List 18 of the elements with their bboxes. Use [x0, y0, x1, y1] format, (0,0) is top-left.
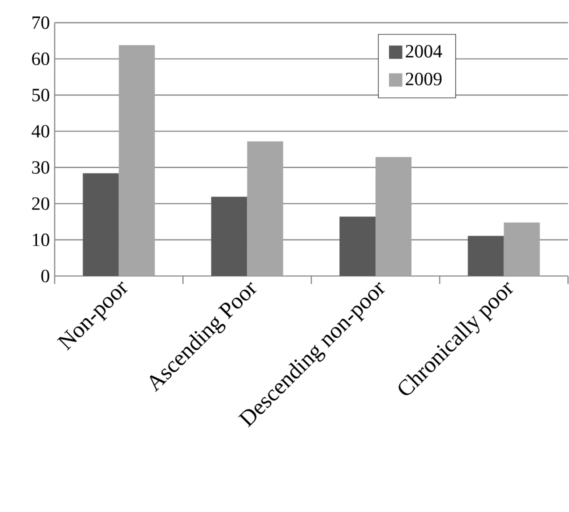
bar: [118, 45, 155, 276]
y-tick-label: 0: [41, 270, 50, 282]
bar: [82, 173, 119, 276]
legend-label: 2004: [406, 45, 442, 58]
y-tick-label: 20: [32, 197, 50, 210]
y-tick-label: 70: [32, 16, 50, 29]
y-tick-label: 60: [32, 52, 50, 66]
legend-label: 2009: [406, 72, 442, 86]
bar: [211, 196, 248, 276]
bar: [468, 236, 504, 276]
y-tick-label: 10: [32, 234, 50, 246]
bar: [504, 222, 540, 276]
bar: [376, 156, 412, 276]
y-tick-label: 30: [32, 161, 50, 174]
y-tick-label: 50: [32, 88, 50, 102]
y-tick-label: 40: [32, 124, 50, 138]
bar: [340, 216, 376, 276]
bar: [247, 141, 284, 276]
